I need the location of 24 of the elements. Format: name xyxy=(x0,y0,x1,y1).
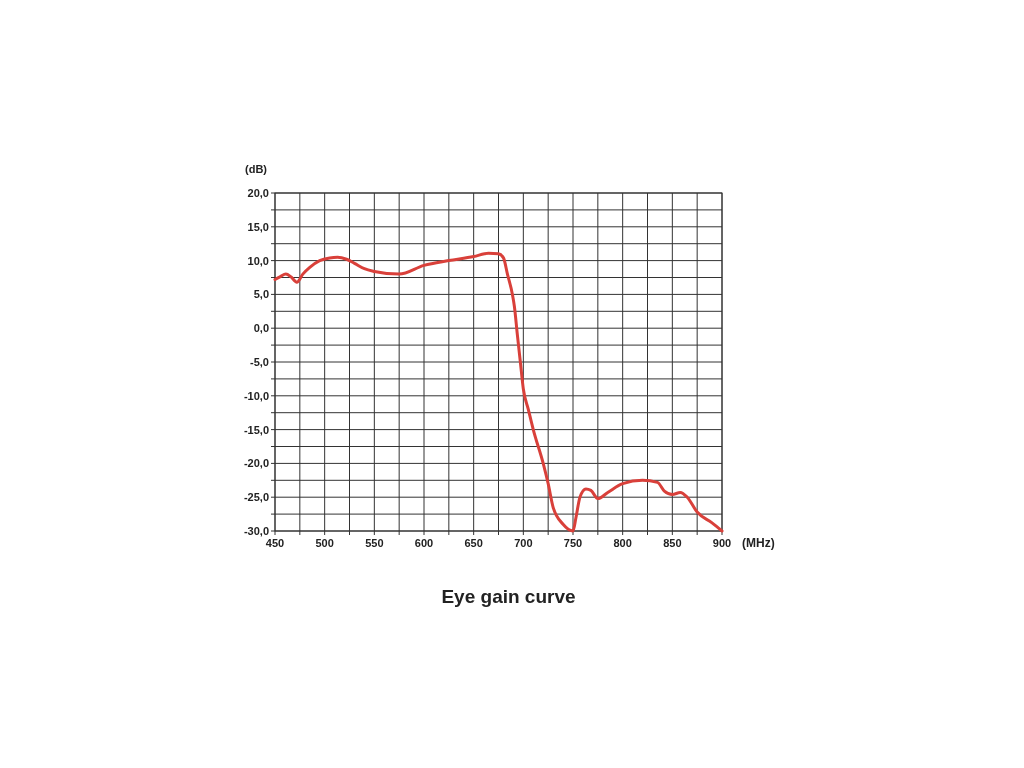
x-tick-label: 700 xyxy=(514,537,533,549)
x-tick-label: 550 xyxy=(365,537,384,549)
y-tick-label: 5,0 xyxy=(253,288,269,301)
y-tick-label: -10,0 xyxy=(243,389,269,402)
x-tick-label: 650 xyxy=(464,537,483,549)
x-tick-label: 500 xyxy=(315,537,334,549)
x-tick-label: 450 xyxy=(265,537,285,549)
y-tick-label: -30,0 xyxy=(243,525,269,537)
y-tick-label: -15,0 xyxy=(243,423,269,436)
y-tick-label: -25,0 xyxy=(243,491,269,504)
text: Eye gain curve xyxy=(441,586,576,607)
x-axis-title: (MHz) xyxy=(742,536,775,550)
x-tick-label: 600 xyxy=(414,537,434,549)
x-tick-label: 850 xyxy=(663,537,682,549)
x-tick-label: 750 xyxy=(563,537,583,549)
x-tick-label: 800 xyxy=(613,537,632,549)
x-tick-label: 900 xyxy=(712,537,732,549)
y-tick-label: 20,0 xyxy=(247,187,269,199)
y-tick-label: 15,0 xyxy=(247,220,269,233)
y-tick-label: 0,0 xyxy=(253,322,269,335)
y-tick-label: -5,0 xyxy=(250,356,269,368)
y-tick-label: 10,0 xyxy=(247,254,269,267)
y-tick-label: -20,0 xyxy=(243,457,269,470)
y-axis-title: (dB) xyxy=(245,163,268,175)
